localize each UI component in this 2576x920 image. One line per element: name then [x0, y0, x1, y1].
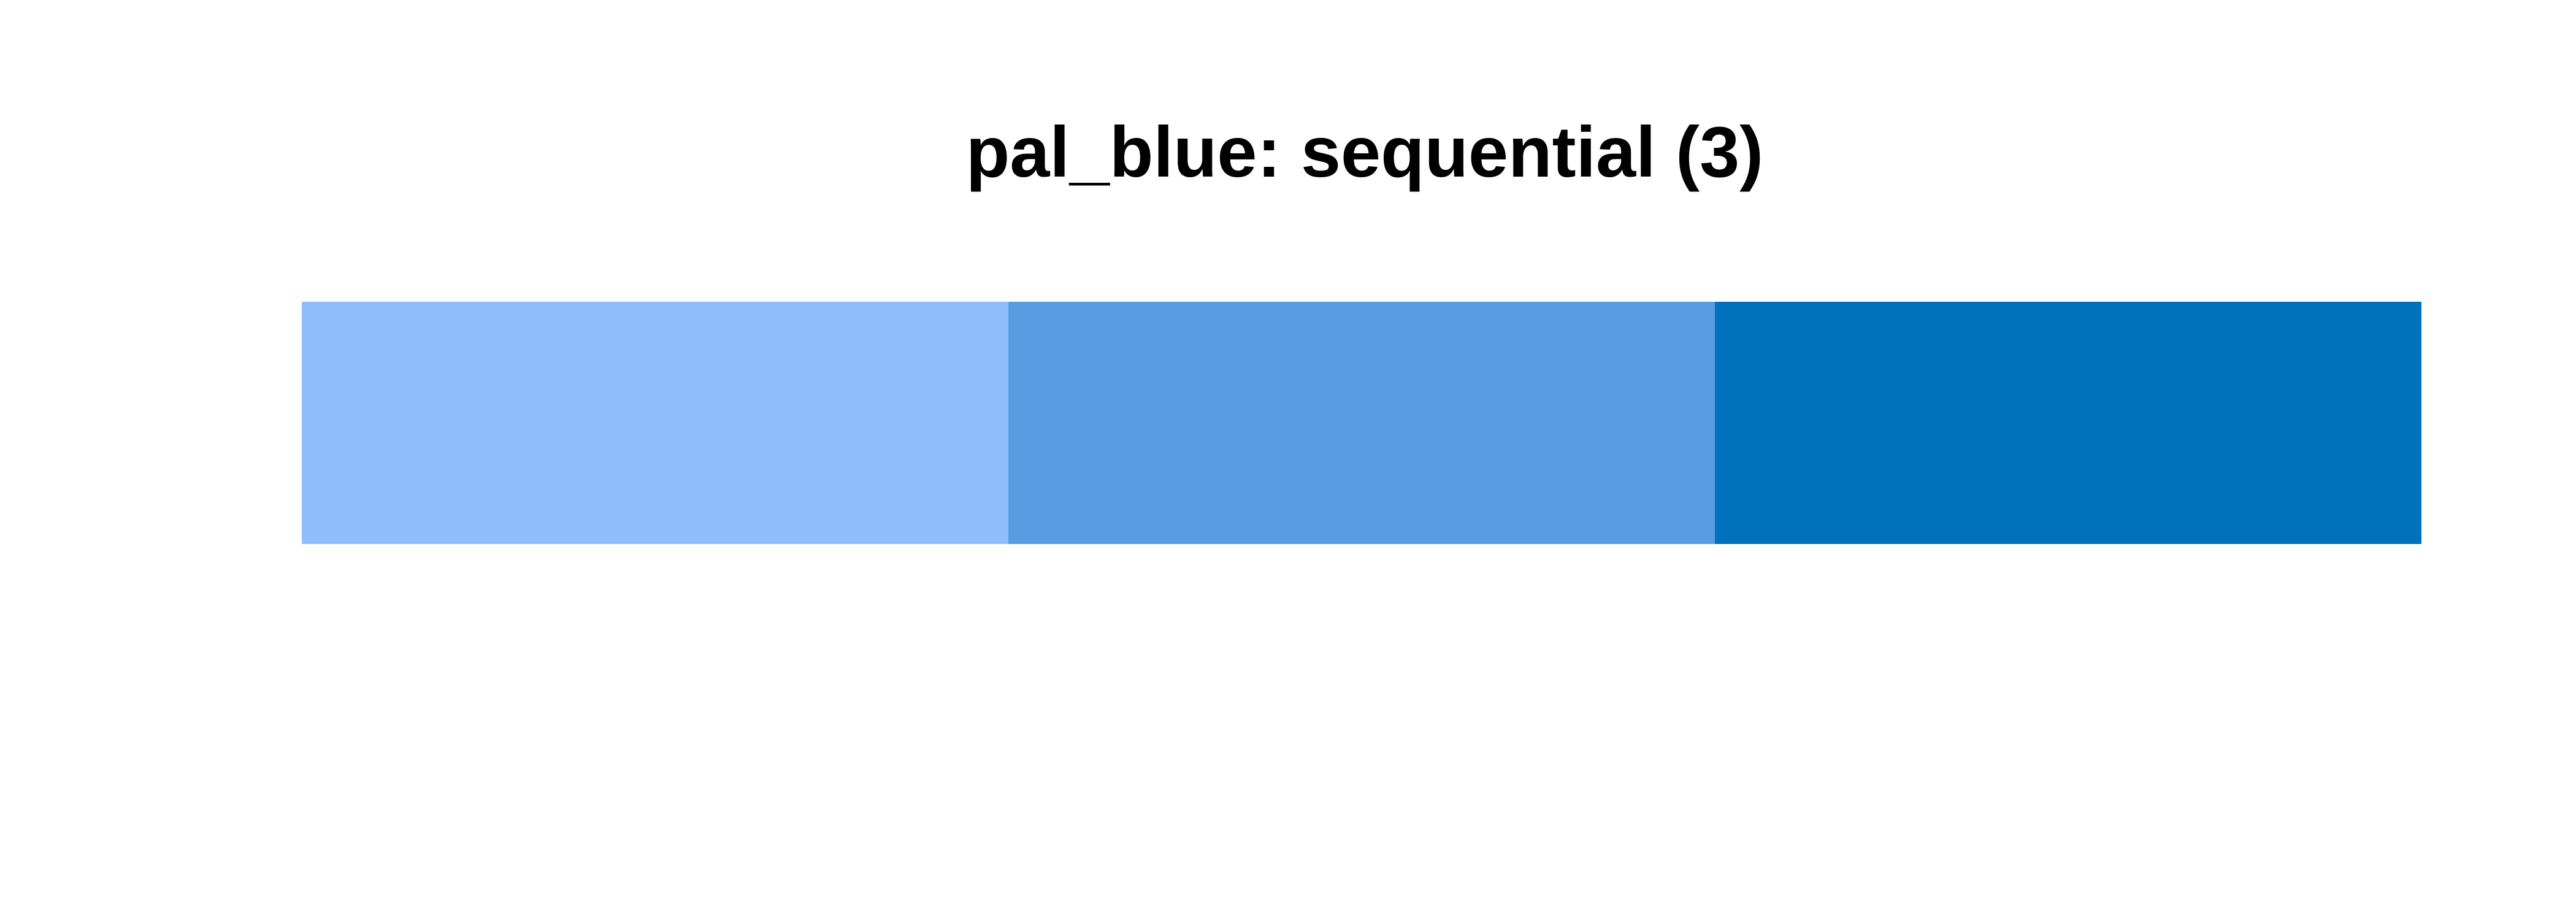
palette-swatch-2 [1008, 302, 1715, 544]
palette-swatches [302, 302, 2421, 544]
chart-title: pal_blue: sequential (3) [966, 112, 1763, 192]
palette-swatch-3 [1715, 302, 2421, 544]
palette-swatch-1 [302, 302, 1009, 544]
